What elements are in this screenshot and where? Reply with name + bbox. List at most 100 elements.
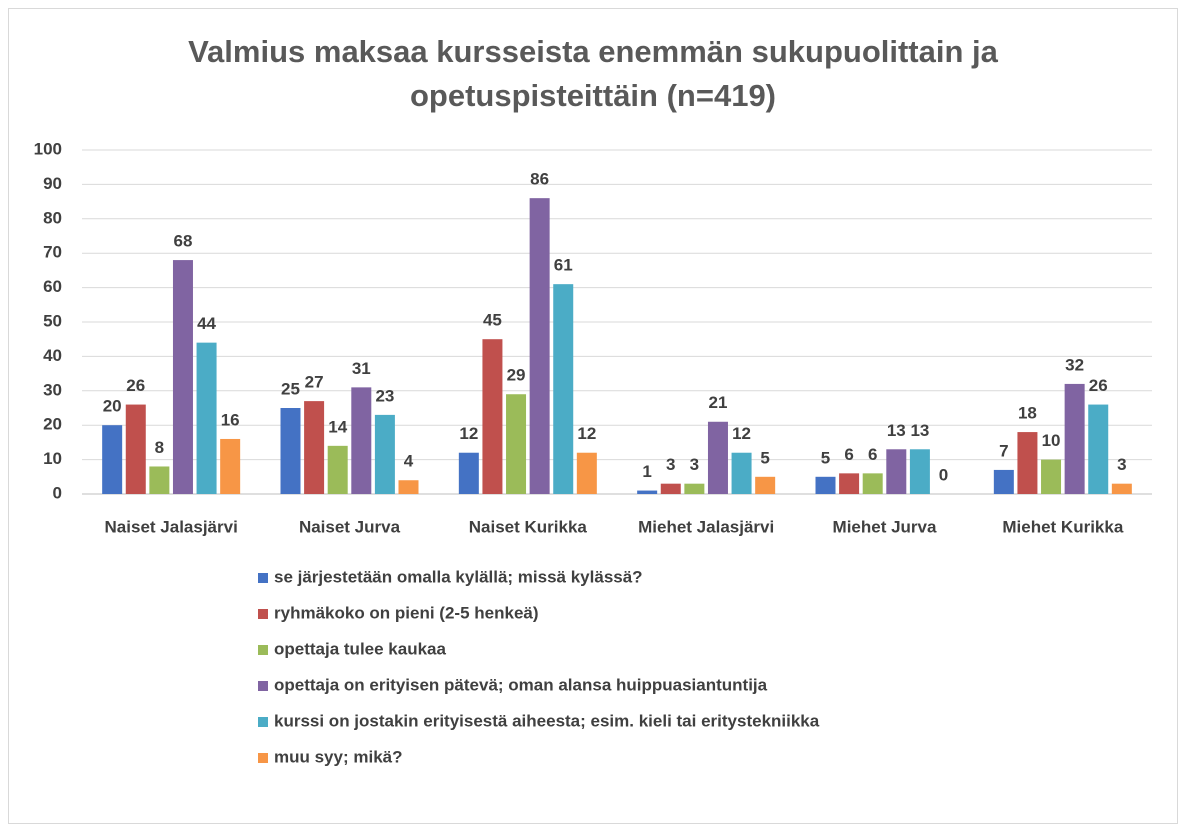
bar [196,342,217,494]
data-label: 27 [305,373,324,392]
legend-label: se järjestetään omalla kylällä; missä ky… [274,567,643,586]
data-label: 44 [197,314,216,333]
y-tick-label: 80 [43,208,62,227]
data-label: 68 [174,232,193,251]
bar [220,438,241,494]
bar [1088,404,1109,494]
legend-label: ryhmäkoko on pieni (2-5 henkeä) [274,603,539,622]
bar [1064,383,1085,494]
y-tick-label: 10 [43,449,62,468]
bar [172,260,193,494]
data-label: 25 [281,379,300,398]
data-label: 6 [868,445,877,464]
data-label: 3 [1117,455,1126,474]
y-tick-label: 50 [43,311,62,330]
bar [1017,432,1038,494]
data-label: 7 [999,441,1008,460]
bar [351,387,372,494]
data-label: 5 [760,448,769,467]
bar [731,452,752,494]
bar [576,452,597,494]
legend-swatch [258,609,268,619]
data-label: 3 [690,455,699,474]
data-label: 21 [709,393,728,412]
bar [149,466,170,494]
x-tick-label: Naiset Jalasjärvi [105,517,238,536]
legend-swatch [258,753,268,763]
bar [102,425,123,494]
data-label: 5 [821,448,830,467]
bar [886,449,907,494]
data-label: 6 [844,445,853,464]
data-label: 26 [1089,376,1108,395]
y-tick-label: 0 [53,483,62,502]
bar [862,473,883,494]
legend-swatch [258,717,268,727]
bar [398,480,419,494]
data-label: 1 [642,462,651,481]
data-label: 12 [577,424,596,443]
data-label: 13 [887,421,906,440]
data-label: 12 [732,424,751,443]
data-label: 86 [530,170,549,189]
bar [1041,459,1062,494]
bar [707,421,728,494]
x-tick-label: Miehet Jalasjärvi [638,517,774,536]
bar [684,483,705,494]
data-label: 10 [1042,431,1061,450]
bar [1111,483,1132,494]
data-label: 0 [939,465,948,484]
data-label: 18 [1018,404,1037,423]
x-tick-label: Miehet Kurikka [1002,517,1123,536]
y-tick-label: 100 [34,139,62,158]
bar [280,408,301,494]
y-tick-label: 70 [43,243,62,262]
x-tick-label: Miehet Jurva [833,517,937,536]
y-tick-label: 60 [43,277,62,296]
data-label: 12 [459,424,478,443]
bar [458,452,479,494]
legend-swatch [258,645,268,655]
data-label: 14 [328,417,347,436]
legend-label: muu syy; mikä? [274,747,403,766]
bar [993,469,1014,494]
bar [815,476,836,494]
data-label: 45 [483,311,502,330]
data-label: 13 [910,421,929,440]
y-tick-label: 40 [43,346,62,365]
data-label: 4 [404,452,414,471]
bar [839,473,860,494]
data-label: 23 [375,386,394,405]
data-label: 32 [1065,355,1084,374]
y-tick-label: 20 [43,415,62,434]
bar [529,198,550,494]
data-label: 26 [126,376,145,395]
bar [553,284,574,494]
bar [506,394,527,494]
bar [909,449,930,494]
legend-swatch [258,681,268,691]
legend-swatch [258,573,268,583]
data-label: 20 [103,397,122,416]
y-tick-label: 30 [43,380,62,399]
data-label: 3 [666,455,675,474]
legend-label: opettaja tulee kaukaa [274,639,447,658]
bar [755,476,776,494]
bar [637,490,658,494]
legend-label: kurssi on jostakin erityisestä aiheesta;… [274,711,820,730]
data-label: 61 [554,256,573,275]
bar [304,401,325,494]
bar [374,414,395,494]
bar [125,404,146,494]
bar [660,483,681,494]
y-tick-label: 90 [43,174,62,193]
chart-title: Valmius maksaa kursseista enemmän sukupu… [188,34,998,113]
x-tick-label: Naiset Kurikka [469,517,588,536]
data-label: 29 [507,366,526,385]
data-label: 16 [221,410,240,429]
bar [327,445,348,494]
legend-label: opettaja on erityisen pätevä; oman alans… [274,675,768,694]
bar [482,339,503,494]
